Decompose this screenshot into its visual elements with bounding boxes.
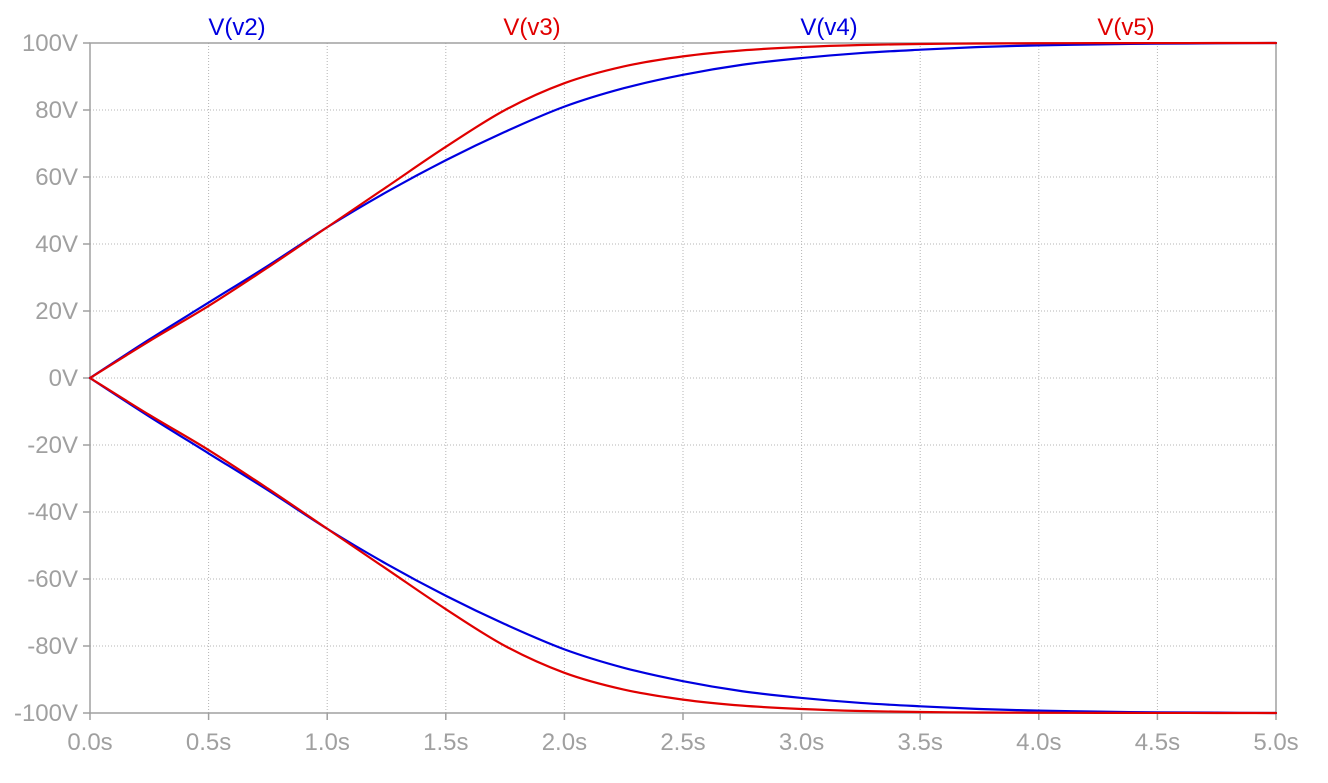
- legend-label: V(v4): [800, 14, 857, 41]
- x-tick-label: 3.5s: [898, 729, 943, 756]
- series-line-v-v5: [88, 376, 1278, 715]
- y-tick-label: -60V: [27, 566, 78, 593]
- x-tick-label: 2.0s: [542, 729, 587, 756]
- x-tick-label: 4.0s: [1016, 729, 1061, 756]
- y-tick-label: -20V: [27, 432, 78, 459]
- y-tick-label: 80V: [35, 97, 78, 124]
- series-line-v-v2: [88, 41, 1278, 380]
- legend-label: V(v2): [208, 14, 265, 41]
- legend-label: V(v3): [503, 14, 560, 41]
- legend: V(v2) V(v3) V(v4) V(v5): [208, 14, 1154, 41]
- grid: [90, 43, 1276, 713]
- x-tick-label: 3.0s: [779, 729, 824, 756]
- y-tick-label: 60V: [35, 164, 78, 191]
- x-tick-label: 2.5s: [660, 729, 705, 756]
- x-tick-label: 5.0s: [1253, 729, 1298, 756]
- x-tick-label: 0.5s: [186, 729, 231, 756]
- series-line-v-v3: [88, 41, 1278, 380]
- x-tick-label: 1.5s: [423, 729, 468, 756]
- y-tick-label: -100V: [14, 700, 78, 727]
- series-lines: [88, 41, 1278, 715]
- y-tick-label: -80V: [27, 633, 78, 660]
- y-tick-label: 40V: [35, 231, 78, 258]
- series-line-v-v4: [88, 376, 1278, 715]
- y-tick-label: 0V: [49, 365, 78, 392]
- legend-label: V(v5): [1097, 14, 1154, 41]
- x-tick-label: 0.0s: [67, 729, 112, 756]
- axis-ticks: 0.0s 0.5s 1.0s 1.5s 2.0s 2.5s 3.0s 3.5s 4.0s 4.5s…: [14, 30, 1299, 756]
- y-tick-label: -40V: [27, 499, 78, 526]
- x-tick-label: 1.0s: [305, 729, 350, 756]
- x-tick-label: 4.5s: [1135, 729, 1180, 756]
- y-tick-label: 20V: [35, 298, 78, 325]
- y-tick-label: 100V: [22, 30, 78, 57]
